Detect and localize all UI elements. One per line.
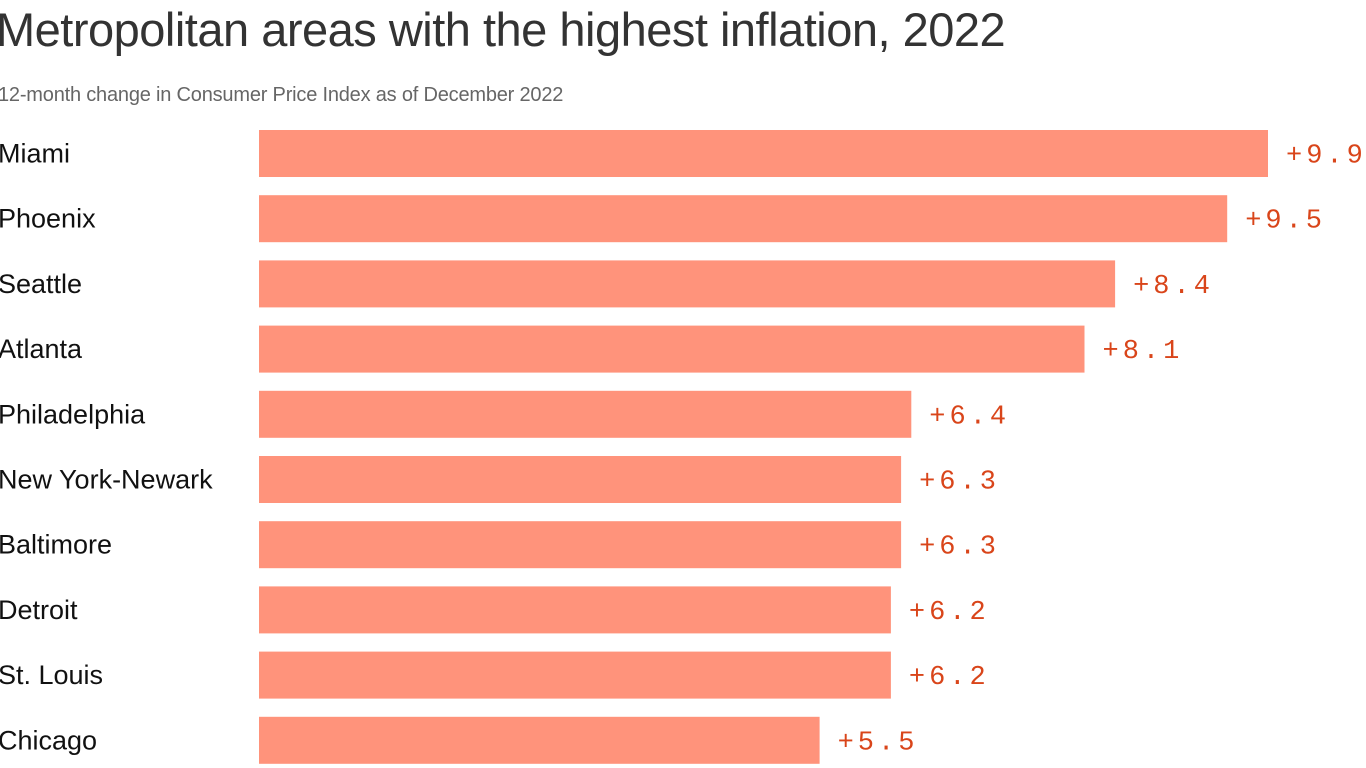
value-label: +6.3 [919,468,1000,498]
category-label: Seattle [0,269,82,299]
chart-title: Metropolitan areas with the highest infl… [0,3,1006,56]
bar-atlanta [259,325,1085,373]
category-label: New York-Newark [0,465,213,495]
value-label: +6.2 [909,663,990,693]
bar-st-louis [259,651,891,699]
category-label: Phoenix [0,204,96,234]
value-label: +6.2 [909,598,990,628]
value-label: +6.3 [919,533,1000,563]
value-label: +8.1 [1103,337,1184,367]
value-label: +8.4 [1133,272,1214,302]
category-label: Baltimore [0,530,112,560]
category-label: Miami [0,139,70,169]
category-label: Philadelphia [0,399,146,429]
category-label: Detroit [0,595,78,625]
bar-new-york-newark [259,456,902,503]
value-label: +6.4 [929,402,1010,432]
category-label: Chicago [0,725,97,755]
bar-seattle [259,260,1116,308]
bar-philadelphia [259,390,912,438]
value-label: +9.9 [1286,142,1366,172]
value-label: +9.5 [1245,207,1326,237]
chart-subtitle: 12-month change in Consumer Price Index … [0,84,564,106]
bar-detroit [259,586,891,634]
bar-chicago [259,716,820,764]
category-label: St. Louis [0,660,103,690]
bar-phoenix [259,195,1228,243]
bar-miami [259,130,1268,177]
category-label: Atlanta [0,334,83,364]
bar-baltimore [259,521,902,569]
value-label: +5.5 [838,728,919,758]
